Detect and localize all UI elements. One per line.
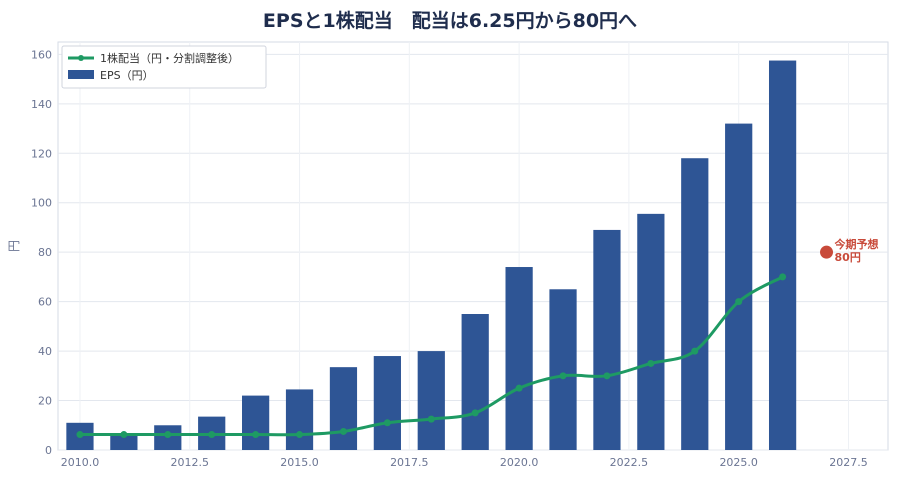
legend: 1株配当（円・分割調整後） EPS（円） bbox=[61, 45, 267, 89]
dividend-point bbox=[603, 372, 611, 380]
dividend-point bbox=[164, 431, 172, 439]
eps-bar bbox=[681, 158, 709, 450]
chart-title: EPSと1株配当 配当は6.25円から80円へ bbox=[262, 10, 638, 32]
x-tick-label: 2020.0 bbox=[500, 456, 539, 469]
bar-layer bbox=[66, 60, 797, 450]
dividend-point bbox=[471, 409, 479, 417]
dividend-point bbox=[383, 419, 391, 427]
eps-bar bbox=[637, 213, 665, 450]
x-tick-label: 2012.5 bbox=[170, 456, 209, 469]
eps-bar bbox=[329, 367, 358, 450]
y-tick-label: 120 bbox=[31, 147, 52, 160]
legend-bar-swatch bbox=[68, 70, 94, 79]
x-tick-label: 2015.0 bbox=[280, 456, 319, 469]
dividend-point bbox=[691, 347, 699, 355]
eps-bar bbox=[768, 60, 797, 450]
y-tick-label: 40 bbox=[38, 345, 52, 358]
dividend-point bbox=[647, 359, 655, 367]
eps-bar bbox=[725, 123, 753, 450]
eps-bar bbox=[285, 389, 314, 450]
line-layer bbox=[76, 273, 787, 439]
x-tick-label: 2010.0 bbox=[61, 456, 100, 469]
eps-bar bbox=[593, 229, 621, 450]
y-tick-label: 20 bbox=[38, 395, 52, 408]
dividend-point bbox=[735, 298, 743, 306]
legend-label-eps: EPS（円） bbox=[100, 69, 154, 82]
forecast-label-line1: 今期予想 bbox=[834, 237, 879, 251]
eps-bar bbox=[549, 289, 577, 450]
x-tick-label: 2022.5 bbox=[610, 456, 649, 469]
eps-bar bbox=[505, 267, 533, 450]
x-tick-label: 2025.0 bbox=[719, 456, 758, 469]
eps-bar bbox=[461, 314, 489, 450]
y-axis-label: 円 bbox=[7, 240, 21, 252]
eps-bar bbox=[373, 356, 401, 450]
axis-layer: 0 20 40 60 80 100 120 140 160 2010.0 2012.5 2015.0 2… bbox=[7, 48, 868, 469]
dividend-point bbox=[120, 431, 128, 439]
legend-label-dividend: 1株配当（円・分割調整後） bbox=[100, 51, 239, 65]
y-tick-label: 100 bbox=[31, 197, 52, 210]
dividend-point bbox=[779, 273, 787, 281]
legend-line-marker bbox=[78, 55, 84, 61]
forecast-label-line2: 80円 bbox=[835, 251, 861, 264]
y-tick-label: 0 bbox=[45, 444, 52, 457]
y-tick-label: 140 bbox=[31, 98, 52, 111]
x-tick-label: 2017.5 bbox=[390, 456, 429, 469]
y-tick-label: 160 bbox=[31, 48, 52, 61]
eps-bar bbox=[417, 351, 445, 450]
y-tick-label: 60 bbox=[38, 296, 52, 309]
dividend-point bbox=[252, 431, 260, 439]
legend-box bbox=[61, 45, 267, 89]
dividend-point bbox=[208, 431, 216, 439]
dividend-point bbox=[339, 427, 347, 435]
forecast-point bbox=[820, 245, 834, 259]
x-tick-label: 2027.5 bbox=[829, 456, 868, 469]
dividend-point bbox=[515, 384, 523, 392]
eps-bar bbox=[110, 435, 138, 450]
dividend-point bbox=[76, 431, 84, 439]
eps-bar bbox=[242, 395, 270, 450]
dividend-point bbox=[427, 415, 435, 423]
dividend-point bbox=[559, 372, 567, 380]
y-tick-label: 80 bbox=[38, 246, 52, 259]
dividend-point bbox=[296, 431, 304, 439]
